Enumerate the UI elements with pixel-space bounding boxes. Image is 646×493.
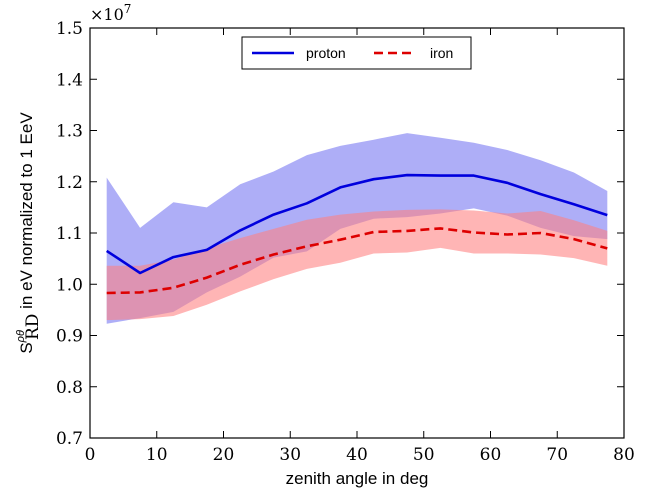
- y-label-superscript: ρθ: [15, 330, 27, 343]
- proton-line: [105, 173, 608, 275]
- y-tick-label: 0.8: [56, 378, 83, 398]
- x-tick-label: 0: [85, 445, 96, 465]
- y-tick-label: 1.4: [56, 70, 83, 90]
- x-axis-ticks: 0 10 20 30 40 50 60 70 80: [85, 28, 635, 465]
- x-axis-label: zenith angle in deg: [286, 469, 429, 488]
- x-tick-label: 30: [279, 445, 301, 465]
- y-label-subscript: RD: [23, 314, 43, 340]
- y-tick-label: 0.9: [56, 327, 83, 347]
- y-axis-ticks: 0.7 0.8 0.9 1.0 1.1 1.2 1.3 1.4 1.5: [56, 19, 624, 449]
- legend-label-iron: iron: [430, 45, 453, 61]
- x-tick-label: 50: [413, 445, 435, 465]
- y-axis-label: SρθRD in eV normalized to 1 EeV: [15, 112, 43, 354]
- x-tick-label: 70: [546, 445, 568, 465]
- x-tick-label: 80: [613, 445, 635, 465]
- y-tick-label: 1.5: [56, 19, 83, 39]
- iron-band: [106, 209, 608, 321]
- uncertainty-bands: [106, 133, 608, 324]
- legend: proton iron: [241, 36, 472, 70]
- y-tick-label: 1.2: [56, 173, 83, 193]
- y-tick-label: 1.0: [56, 275, 83, 295]
- x-tick-label: 10: [146, 445, 168, 465]
- x-tick-label: 20: [213, 445, 235, 465]
- y-tick-label: 1.1: [56, 224, 83, 244]
- x-tick-label: 40: [346, 445, 368, 465]
- y-tick-label: 0.7: [56, 429, 83, 449]
- y-tick-label: 1.3: [56, 122, 83, 142]
- series-lines: [105, 173, 608, 295]
- y-offset-label: ×107: [90, 2, 131, 24]
- y-label-rest: in eV normalized to 1 EeV: [17, 112, 36, 314]
- legend-label-proton: proton: [306, 45, 346, 61]
- x-tick-label: 60: [480, 445, 502, 465]
- y-label-prefix: S: [17, 342, 36, 353]
- iron-line: [106, 227, 608, 295]
